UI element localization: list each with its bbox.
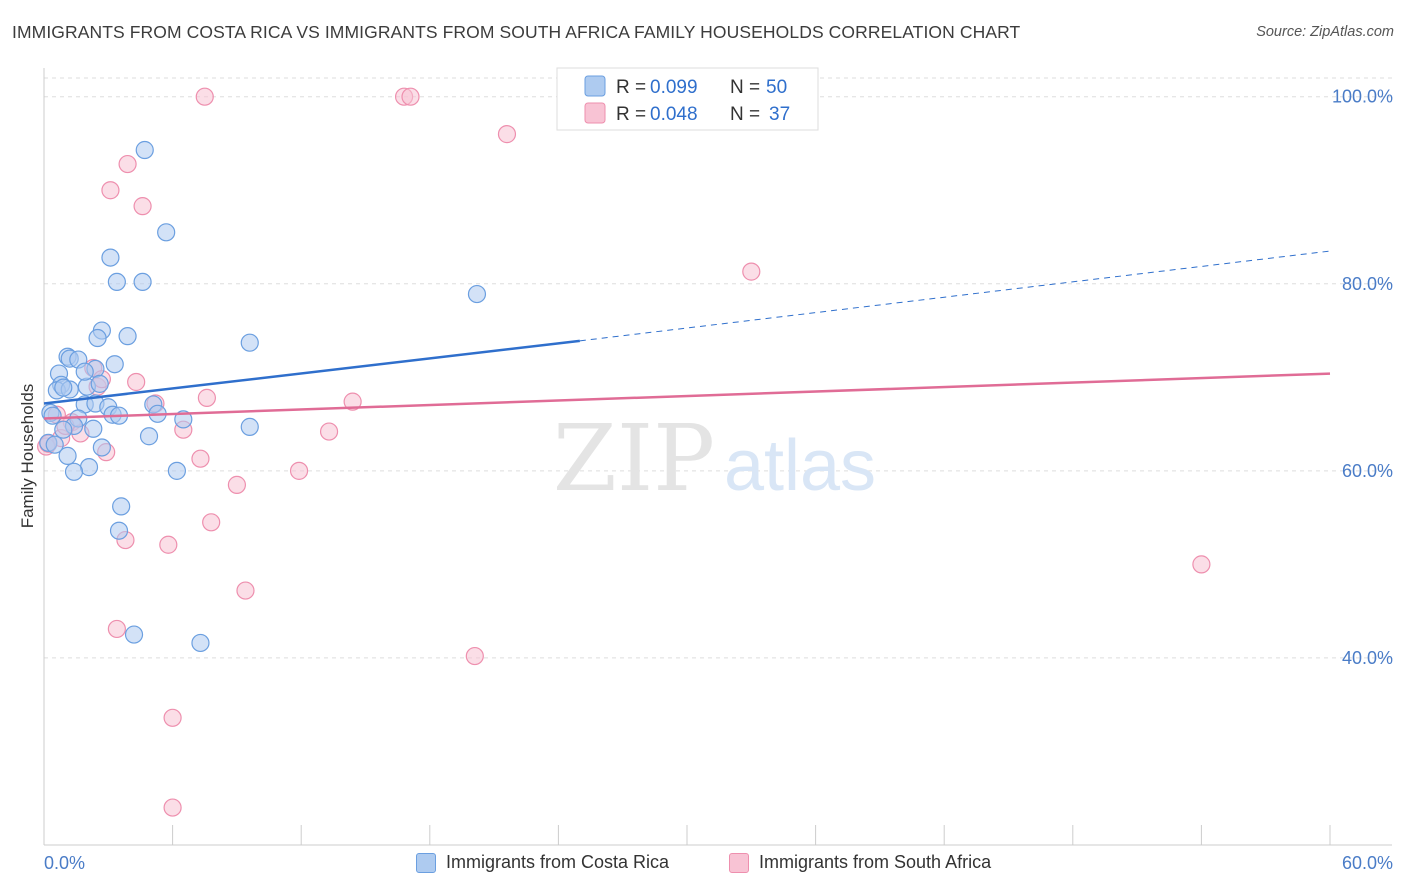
costa-rica-point [112, 497, 131, 516]
legend-n-value-1: 50 [766, 77, 787, 98]
south-africa-point [1192, 555, 1211, 574]
legend-r-label-1: R = [616, 77, 646, 98]
south-africa-point [236, 581, 255, 600]
south-africa-point [227, 475, 246, 494]
south-africa-point [107, 619, 126, 639]
south-africa-point [133, 197, 152, 216]
y-tick-label: 60.0% [1342, 461, 1393, 481]
correlation-legend: R = 0.099 N = 50 R = 0.048 N = 37 [556, 67, 819, 131]
legend-n-value-2: 37 [769, 104, 790, 125]
south-africa-point [742, 262, 761, 281]
costa-rica-point [109, 521, 129, 540]
costa-rica-point [240, 333, 259, 352]
chart-title: IMMIGRANTS FROM COSTA RICA VS IMMIGRANTS… [12, 22, 1021, 42]
grid-lines [44, 77, 1392, 659]
watermark-zip: ZIP [553, 405, 715, 512]
legend-label-south-africa: Immigrants from South Africa [759, 852, 992, 872]
legend-n-label-2: N = [730, 104, 760, 125]
costa-rica-point [174, 410, 193, 429]
south-africa-point [191, 449, 210, 468]
costa-rica-point [92, 438, 111, 457]
legend-r-value-2: 0.048 [650, 104, 698, 125]
y-axis-label: Family Households [18, 384, 37, 529]
south-africa-point [195, 87, 214, 106]
costa-rica-point [75, 362, 94, 381]
legend-n-label-1: N = [730, 77, 760, 98]
costa-rica-point [157, 223, 176, 242]
costa-rica-point [124, 625, 144, 644]
south-africa-point [401, 87, 420, 106]
south-africa-point [101, 181, 120, 200]
x-tick-label: 60.0% [1342, 853, 1393, 873]
south-africa-point [289, 461, 309, 480]
costa-rica-trend-solid [43, 339, 580, 405]
costa-rica-point [191, 633, 210, 653]
south-africa-point [197, 388, 216, 407]
south-africa-point [127, 372, 146, 392]
y-tick-label: 100.0% [1332, 87, 1393, 107]
costa-rica-point [43, 406, 62, 425]
south-africa-point [159, 535, 178, 554]
south-africa-point [497, 125, 517, 144]
tick-labels: 100.0% 80.0% 60.0% 40.0% 0.0% 60.0% [44, 87, 1393, 873]
legend-item-costa-rica: Immigrants from Costa Rica [416, 852, 669, 873]
y-tick-label: 40.0% [1342, 648, 1393, 668]
costa-rica-point [58, 446, 77, 465]
south-africa-point [118, 154, 137, 174]
legend-label-costa-rica: Immigrants from Costa Rica [446, 852, 670, 872]
south-africa-trend-line [43, 372, 1331, 420]
south-africa-point [202, 513, 221, 532]
costa-rica-point [90, 374, 109, 393]
series-legend: Immigrants from Costa Rica Immigrants fr… [0, 852, 1406, 878]
watermark-atlas: atlas [724, 426, 876, 506]
costa-rica-point [105, 355, 124, 374]
costa-rica-point [118, 327, 137, 346]
south-africa-point [319, 422, 339, 441]
costa-rica-point [64, 462, 84, 481]
costa-rica-point [467, 284, 487, 304]
axes [43, 68, 1392, 846]
source-credit: Source: ZipAtlas.com [1256, 24, 1394, 40]
costa-rica-point [135, 140, 154, 160]
costa-rica-point [167, 461, 186, 480]
legend-swatch-costa-rica [416, 852, 436, 873]
south-africa-point [465, 646, 484, 666]
watermark: ZIP atlas [553, 405, 876, 512]
trend-lines [43, 250, 1331, 420]
costa-rica-point [240, 417, 259, 436]
x-tick-label: 0.0% [44, 853, 85, 873]
legend-swatch-pink [584, 102, 606, 124]
costa-rica-point [101, 248, 120, 267]
costa-rica-point [139, 427, 159, 446]
south-africa-point [343, 392, 362, 411]
legend-r-label-2: R = [616, 104, 646, 125]
y-tick-label: 80.0% [1342, 274, 1393, 294]
costa-rica-trend-dashed [579, 250, 1331, 342]
legend-item-south-africa: Immigrants from South Africa [729, 852, 991, 873]
south-africa-point [163, 798, 182, 817]
costa-rica-point [84, 419, 103, 438]
legend-swatch-blue [584, 75, 606, 97]
legend-swatch-south-africa [729, 852, 749, 873]
costa-rica-point [54, 420, 73, 439]
costa-rica-point [133, 272, 152, 292]
legend-r-value-1: 0.099 [650, 77, 698, 98]
south-africa-point [163, 708, 182, 727]
costa-rica-point [88, 328, 107, 348]
costa-rica-points [39, 140, 487, 653]
costa-rica-point [79, 458, 99, 477]
costa-rica-point [45, 435, 64, 454]
costa-rica-point [107, 272, 126, 292]
costa-rica-point [54, 378, 73, 397]
